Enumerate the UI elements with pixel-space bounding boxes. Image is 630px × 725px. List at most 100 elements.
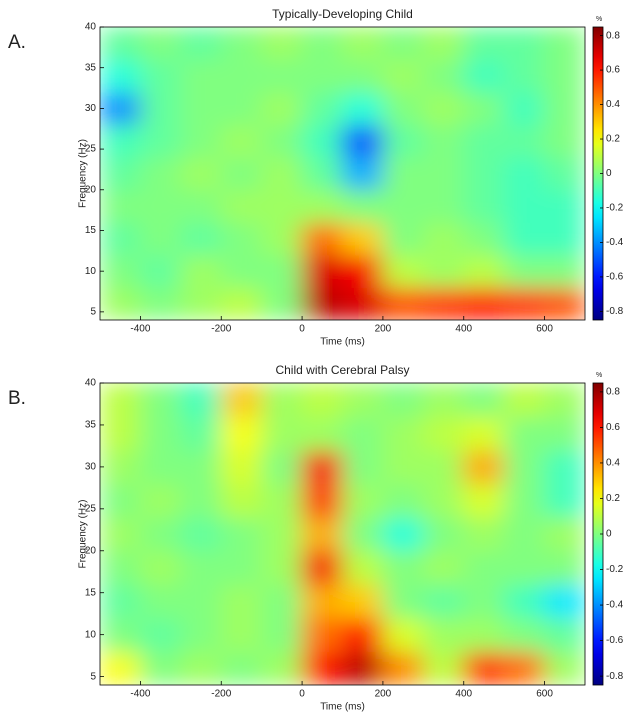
- heatmap-cell: [180, 650, 222, 685]
- heatmap-cell: [382, 27, 424, 61]
- heatmap: [100, 27, 585, 320]
- colorbar-tick-label: 0: [606, 168, 612, 179]
- heatmap-cell: [544, 617, 585, 652]
- panel-label: B.: [8, 388, 26, 409]
- heatmap-cell: [180, 91, 222, 126]
- heatmap-cell: [342, 550, 384, 585]
- panel-label: A.: [8, 32, 26, 53]
- heatmap-cell: [261, 286, 303, 320]
- y-tick-label: 20: [85, 545, 97, 556]
- x-tick-label: 200: [375, 689, 392, 700]
- heatmap-cell: [180, 383, 222, 418]
- x-tick-label: 0: [299, 324, 305, 335]
- heatmap-cell: [139, 383, 182, 418]
- heatmap-cell: [503, 91, 546, 126]
- y-tick-label: 40: [85, 378, 97, 389]
- heatmap-cell: [422, 650, 465, 685]
- heatmap-cell: [342, 59, 384, 93]
- heatmap-cell: [139, 286, 182, 320]
- heatmap-cell: [463, 156, 505, 191]
- heatmap-cell: [220, 286, 263, 320]
- colorbar-tick-label: -0.8: [606, 306, 624, 317]
- heatmap-cell: [180, 221, 222, 256]
- heatmap-cell: [261, 156, 303, 191]
- y-tick-label: 30: [85, 103, 97, 114]
- heatmap-cell: [180, 617, 222, 652]
- colorbar-label: %: [596, 372, 602, 379]
- heatmap-cell: [342, 124, 384, 158]
- heatmap-cell: [180, 286, 222, 320]
- heatmap-cell: [301, 59, 343, 93]
- heatmap-cells: [100, 383, 585, 685]
- colorbar-tick-label: -0.2: [606, 203, 624, 214]
- heatmap-cell: [463, 286, 505, 320]
- heatmap-cell: [139, 516, 182, 552]
- heatmap-cell: [139, 583, 182, 619]
- heatmap-cell: [261, 516, 303, 552]
- heatmap-cell: [503, 617, 546, 652]
- heatmap-cell: [463, 189, 505, 223]
- heatmap-cell: [180, 254, 222, 288]
- heatmap-cell: [342, 650, 384, 685]
- heatmap-cell: [463, 124, 505, 158]
- heatmap-cell: [503, 286, 546, 320]
- heatmap-cell: [342, 91, 384, 126]
- heatmap-cell: [301, 286, 343, 320]
- x-tick-label: -400: [130, 324, 150, 335]
- heatmap-cell: [139, 449, 182, 485]
- colorbar-tick-label: -0.4: [606, 237, 624, 248]
- x-tick-label: -200: [211, 689, 231, 700]
- x-tick-label: 600: [536, 689, 553, 700]
- heatmap-cell: [301, 583, 343, 619]
- heatmap-cell: [463, 221, 505, 256]
- heatmap-cell: [220, 189, 263, 223]
- x-axis-label: Time (ms): [320, 702, 365, 713]
- heatmap-cell: [220, 383, 263, 418]
- heatmap-cell: [139, 221, 182, 256]
- heatmap-cell: [382, 254, 424, 288]
- heatmap-cell: [503, 124, 546, 158]
- y-tick-label: 10: [85, 266, 97, 277]
- heatmap-cell: [180, 449, 222, 485]
- heatmap-cell: [463, 59, 505, 93]
- heatmap-cell: [544, 286, 585, 320]
- heatmap-cell: [342, 516, 384, 552]
- x-tick-label: -400: [130, 689, 150, 700]
- y-tick-label: 15: [85, 225, 97, 236]
- heatmap-cell: [422, 383, 465, 418]
- heatmap-cell: [544, 221, 585, 256]
- heatmap-cell: [503, 189, 546, 223]
- heatmap-cell: [422, 124, 465, 158]
- heatmap-cell: [503, 650, 546, 685]
- heatmap-cell: [544, 91, 585, 126]
- heatmap-cell: [100, 383, 141, 418]
- y-tick-label: 40: [85, 22, 97, 33]
- heatmap-cell: [100, 516, 141, 552]
- heatmap-cell: [139, 124, 182, 158]
- colorbar-label: %: [596, 16, 602, 23]
- heatmap-cell: [544, 483, 585, 518]
- heatmap-cell: [301, 27, 343, 61]
- heatmap-cell: [422, 516, 465, 552]
- heatmap-cell: [139, 189, 182, 223]
- heatmap-cell: [301, 91, 343, 126]
- heatmap-cell: [503, 221, 546, 256]
- heatmap-cell: [422, 286, 465, 320]
- heatmap-cell: [422, 583, 465, 619]
- heatmap-cell: [544, 516, 585, 552]
- y-tick-label: 25: [85, 503, 97, 514]
- heatmap-cell: [180, 156, 222, 191]
- heatmap-cell: [220, 483, 263, 518]
- heatmap-cell: [220, 416, 263, 451]
- heatmap-cell: [180, 583, 222, 619]
- heatmap-cell: [301, 254, 343, 288]
- heatmap-cell: [100, 189, 141, 223]
- heatmap-cell: [503, 449, 546, 485]
- heatmap-cell: [503, 27, 546, 61]
- heatmap-cell: [382, 59, 424, 93]
- heatmap-cell: [139, 59, 182, 93]
- heatmap-cell: [301, 383, 343, 418]
- heatmap-cell: [503, 254, 546, 288]
- y-tick-label: 5: [90, 307, 96, 318]
